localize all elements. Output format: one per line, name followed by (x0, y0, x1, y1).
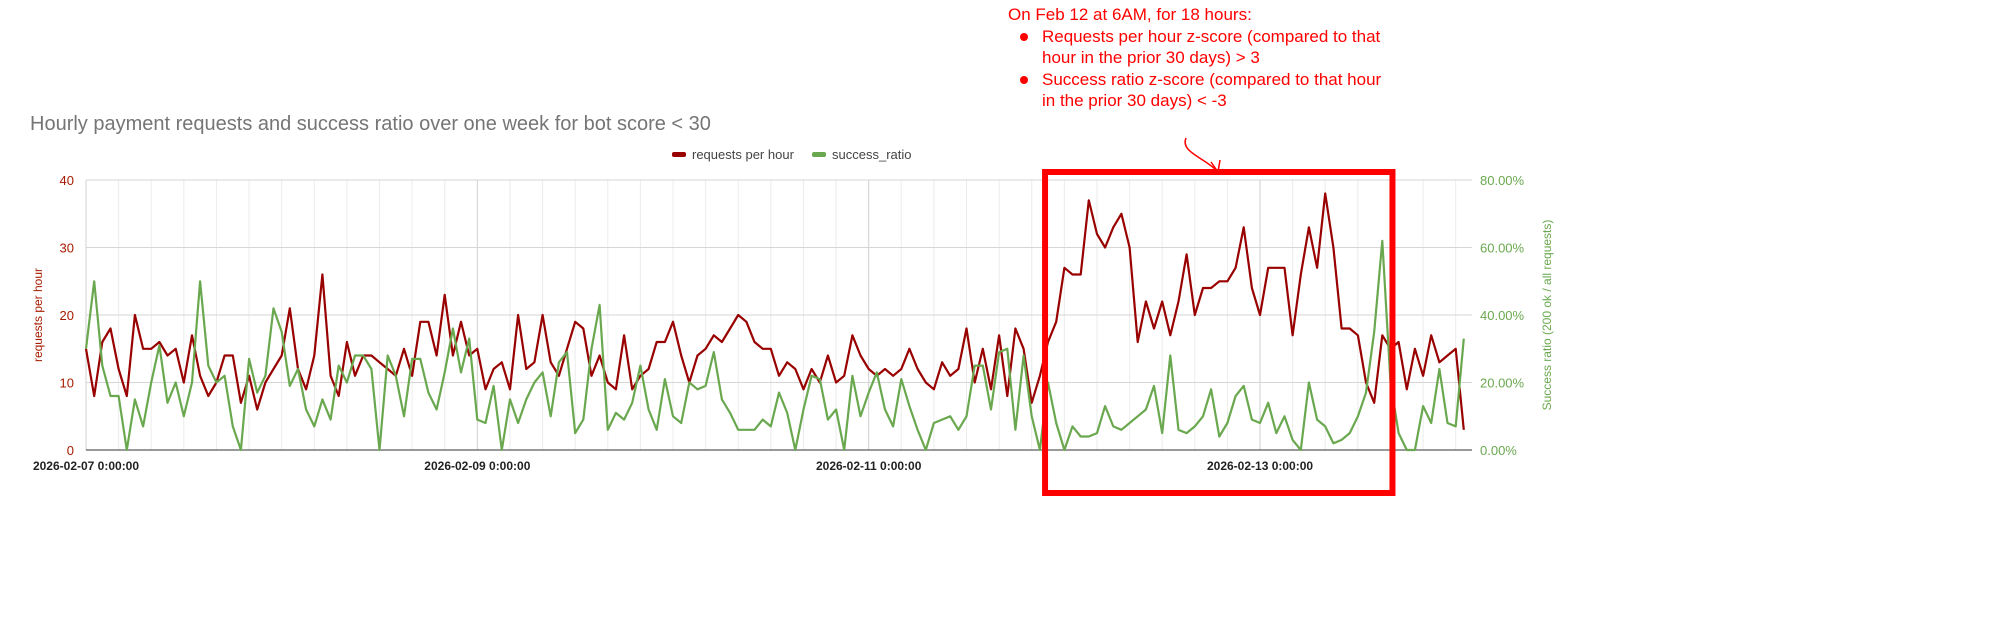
x-tick-label: 2026-02-07 0:00:00 (33, 459, 139, 473)
legend-swatch-success (812, 152, 826, 157)
requests-points (85, 193, 1464, 430)
y-right-axis-label: Success ratio (200 ok / all requests) (1540, 220, 1554, 411)
y-right-tick-label: 60.00% (1480, 241, 1525, 256)
legend-label-success: success_ratio (832, 147, 911, 162)
legend-swatch-requests (672, 152, 686, 157)
series-lines (84, 192, 1465, 452)
annotation-bullet: Success ratio z-score (compared to that … (1020, 69, 1388, 112)
requests-per-hour-line (84, 192, 1465, 430)
annotation-arrow (1184, 137, 1218, 172)
chart-title: Hourly payment requests and success rati… (30, 113, 711, 135)
annotation: On Feb 12 at 6AM, for 18 hours: Requests… (1008, 4, 1388, 112)
gridlines (85, 179, 1472, 451)
x-tick-label: 2026-02-09 0:00:00 (424, 459, 530, 473)
legend-label-requests: requests per hour (692, 147, 795, 162)
annotation-heading: On Feb 12 at 6AM, for 18 hours: (1008, 5, 1252, 24)
x-tick-label: 2026-02-13 0:00:00 (1207, 459, 1313, 473)
annotation-bullet: Requests per hour z-score (compared to t… (1020, 26, 1388, 69)
y-left-tick-label: 0 (67, 443, 74, 458)
y-right-tick-label: 0.00% (1480, 443, 1517, 458)
y-right-tick-label: 80.00% (1480, 173, 1525, 188)
success-ratio-line (84, 239, 1465, 452)
success-ratio-points (85, 240, 1464, 451)
y-right-tick-label: 40.00% (1480, 308, 1525, 323)
y-left-tick-label: 10 (60, 376, 74, 391)
x-tick-label: 2026-02-11 0:00:00 (816, 459, 922, 473)
y-right-tick-label: 20.00% (1480, 376, 1525, 391)
annotation-arrowhead (1210, 159, 1221, 174)
y-left-tick-label: 20 (60, 308, 74, 323)
legend: requests per hour success_ratio (672, 147, 911, 162)
y-left-tick-label: 40 (60, 173, 74, 188)
y-left-tick-label: 30 (60, 241, 74, 256)
y-left-axis-label: requests per hour (31, 268, 45, 362)
axes: 0 10 20 30 40 0.00% 20.00% 40.00% 60.00% 80.00% 20… (33, 173, 1525, 473)
